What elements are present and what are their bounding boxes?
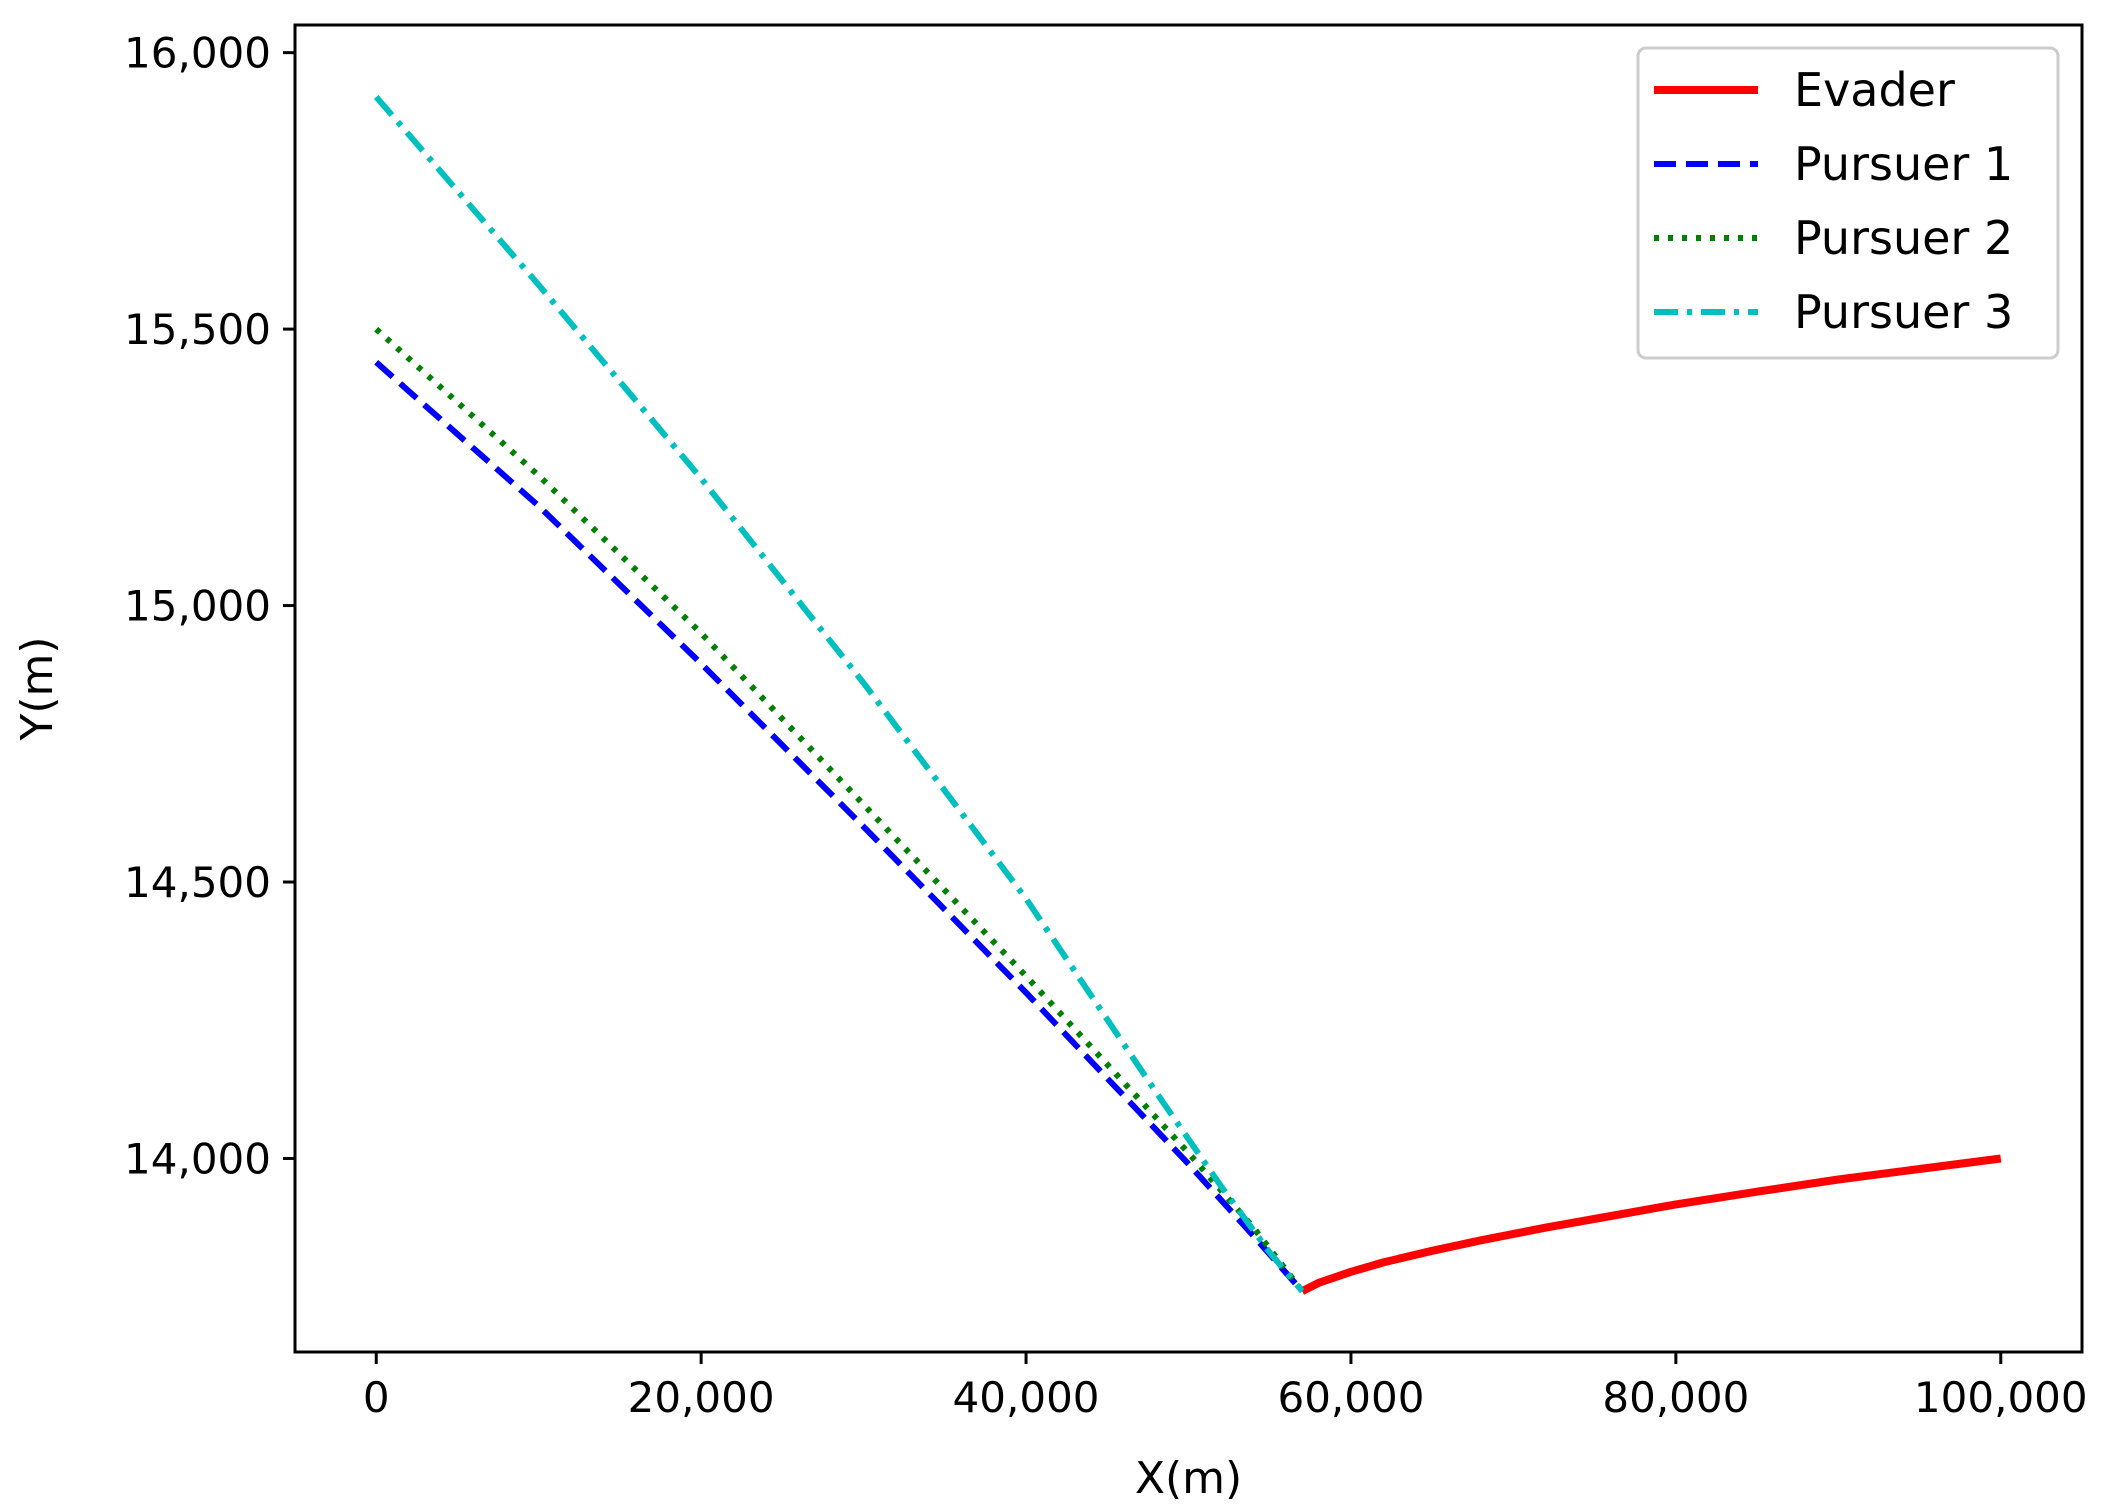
ticks-layer: 0 20,000 40,000 60,000 80,000 100,000 14,000 14… (124, 29, 2088, 1422)
legend: Evader Pursuer 1 Pursuer 2 Pursuer 3 (1636, 46, 2060, 360)
series-line-evader (1300, 1154, 2002, 1295)
series-line-pursuer-3 (373, 94, 1305, 1294)
legend-label: Pursuer 1 (1794, 137, 2013, 191)
legend-label: Evader (1794, 63, 1955, 117)
legend-box (1636, 46, 2060, 360)
plot-frame (293, 23, 2084, 1354)
y-axis-label: Y(m) (12, 636, 63, 741)
y-tick-label: 14,000 (124, 1134, 271, 1183)
x-tick-label: 60,000 (1277, 1373, 1424, 1422)
y-tick-label: 15,500 (124, 305, 271, 354)
y-tick-label: 14,500 (124, 858, 271, 907)
series-line-pursuer-1 (374, 360, 1305, 1294)
x-tick-label: 0 (363, 1373, 390, 1422)
x-axis-label: X(m) (1135, 1453, 1242, 1504)
x-tick-label: 40,000 (953, 1373, 1100, 1422)
y-tick-label: 16,000 (124, 29, 271, 78)
legend-label: Pursuer 2 (1794, 211, 2013, 265)
legend-label: Pursuer 3 (1794, 285, 2013, 339)
y-tick-label: 15,000 (124, 582, 271, 631)
series-line-pursuer-2 (374, 326, 1305, 1294)
x-tick-label: 80,000 (1602, 1373, 1749, 1422)
x-tick-label: 20,000 (628, 1373, 775, 1422)
series-layer (373, 94, 2002, 1295)
x-tick-label: 100,000 (1914, 1373, 2088, 1422)
